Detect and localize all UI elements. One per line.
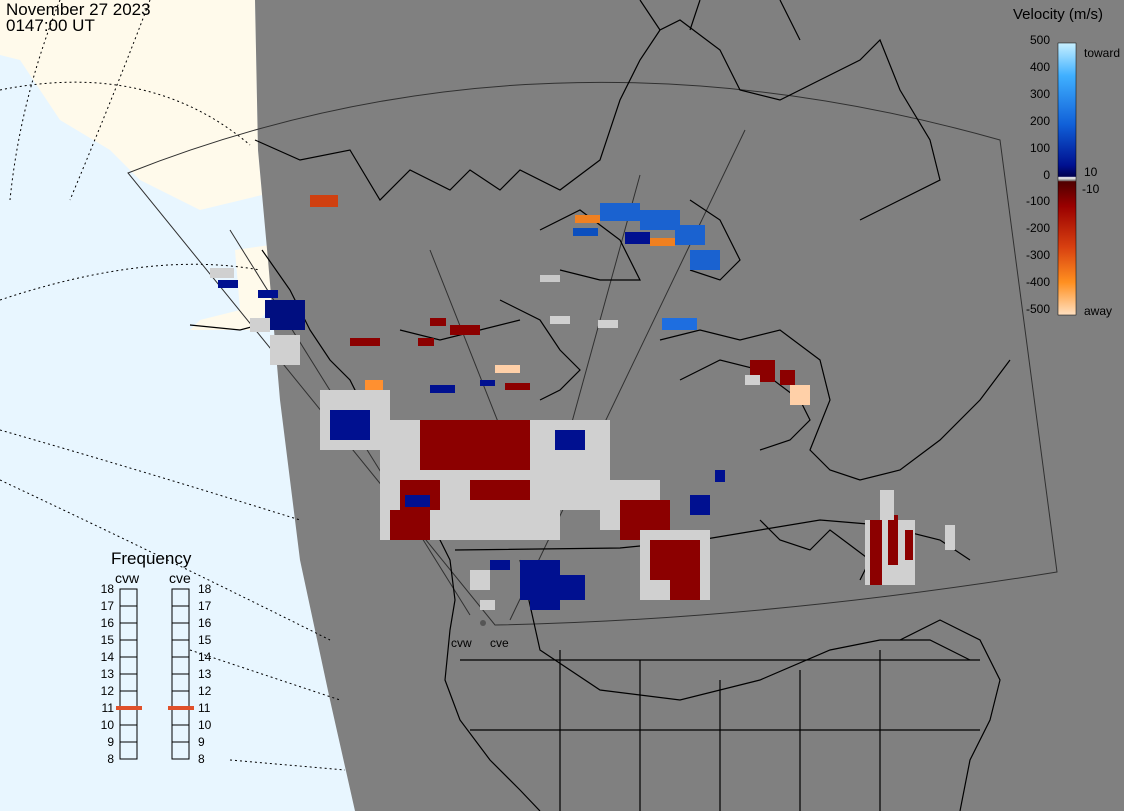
- freq-tick-left-9: 9: [107, 735, 114, 749]
- freq-tick-right-17: 17: [198, 599, 212, 613]
- radar-cve-label: cve: [169, 570, 191, 586]
- freq-tick-left-10: 10: [100, 718, 114, 732]
- freq-tick-left-16: 16: [100, 616, 114, 630]
- freq-tick-left-15: 15: [100, 633, 114, 647]
- time-label: 0147:00 UT: [6, 16, 95, 35]
- plus-ten-label: 10: [1084, 165, 1098, 179]
- freq-tick-right-8: 8: [198, 752, 205, 766]
- freq-tick-left-14: 14: [100, 650, 114, 664]
- site-label-cve: cve: [490, 636, 509, 650]
- site-label-cvw: cvw: [451, 636, 472, 650]
- freq-tick-right-12: 12: [198, 684, 212, 698]
- daylight-land-2: [190, 245, 278, 330]
- velocity-tick-5: 0: [1043, 167, 1050, 182]
- freq-tick-right-10: 10: [198, 718, 212, 732]
- freq-tick-right-9: 9: [198, 735, 205, 749]
- velocity-tick-1: 400: [1029, 59, 1050, 74]
- velocity-tick-9: -400: [1025, 275, 1050, 290]
- freq-tick-left-18: 18: [100, 582, 114, 596]
- velocity-colorbar: [1057, 42, 1077, 316]
- radar-echo-cells: [210, 195, 955, 610]
- frequency-title: Frequency: [111, 549, 192, 568]
- freq-tick-left-8: 8: [107, 752, 114, 766]
- freq-tick-right-16: 16: [198, 616, 212, 630]
- velocity-tick-6: -100: [1025, 194, 1050, 209]
- freq-tick-left-13: 13: [100, 667, 114, 681]
- coastlines-and-borders: [189, 0, 1011, 811]
- freq-tick-right-18: 18: [198, 582, 212, 596]
- velocity-tick-7: -200: [1025, 221, 1050, 236]
- radar-cvw-label: cvw: [115, 570, 140, 586]
- velocity-tick-0: 500: [1029, 33, 1050, 47]
- velocity-tick-4: 100: [1029, 140, 1050, 155]
- daylight-land: [0, 0, 262, 210]
- velocity-tick-2: 300: [1029, 86, 1050, 101]
- radar-site-marker: [480, 620, 486, 626]
- night-region: [255, 0, 1124, 811]
- velocity-title: Velocity (m/s): [1013, 6, 1104, 23]
- velocity-tick-10: -500: [1025, 302, 1050, 316]
- freq-tick-right-14: 14: [198, 650, 212, 664]
- latitude-longitude-grid: [0, 0, 346, 771]
- freq-tick-right-15: 15: [198, 633, 212, 647]
- toward-label: toward: [1084, 46, 1121, 60]
- minus-ten-label: -10: [1082, 182, 1100, 196]
- date-label: November 27 2023: [6, 0, 151, 19]
- freq-tick-right-11: 11: [198, 701, 211, 715]
- freq-tick-left-11: 11: [101, 701, 114, 715]
- freq-tick-left-17: 17: [100, 599, 114, 613]
- away-label: away: [1084, 304, 1113, 318]
- freq-tick-right-13: 13: [198, 667, 212, 681]
- velocity-tick-8: -300: [1025, 248, 1050, 263]
- freq-tick-left-12: 12: [100, 684, 114, 698]
- velocity-tick-3: 200: [1029, 113, 1050, 128]
